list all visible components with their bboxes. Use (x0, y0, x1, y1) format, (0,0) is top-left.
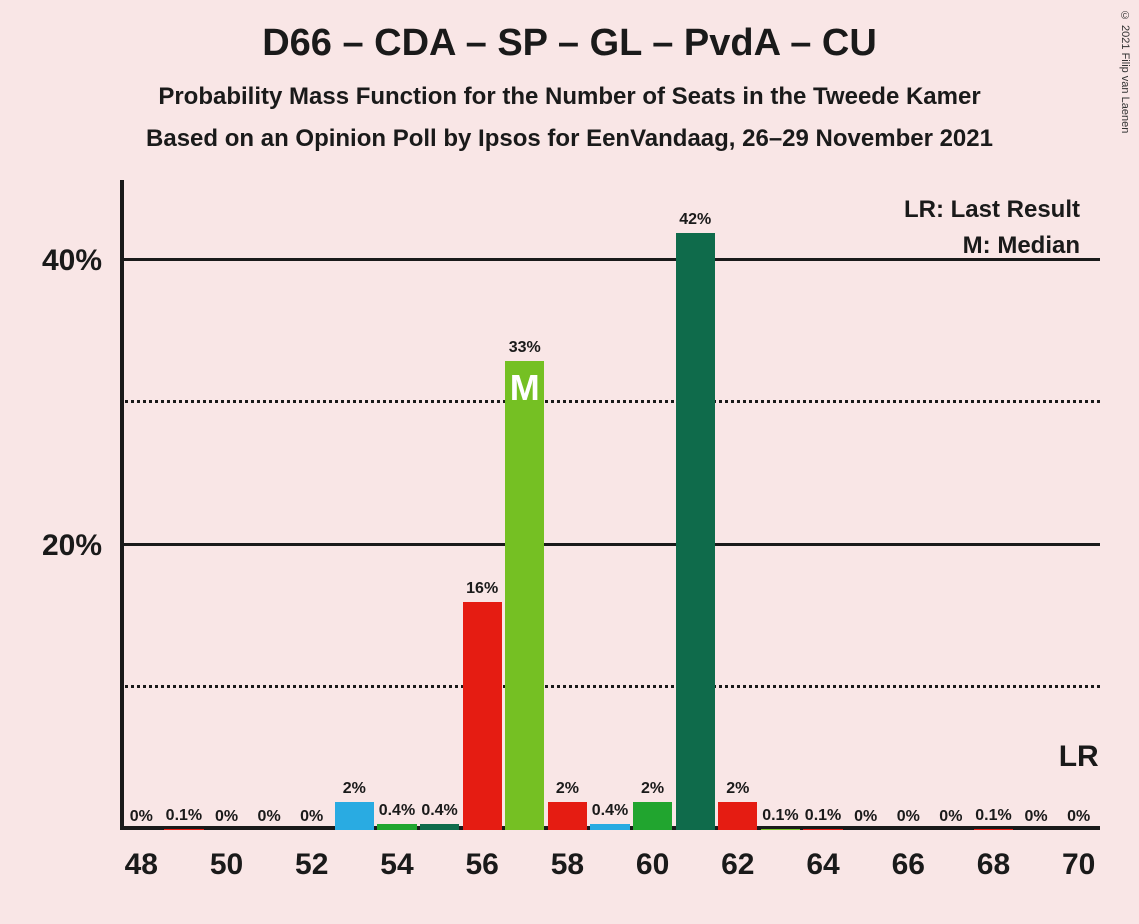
x-tick-label: 50 (210, 848, 243, 882)
bar-value-label: 0.4% (421, 802, 457, 820)
bar: 16% (463, 602, 502, 830)
bar-value-label: 0% (1067, 808, 1090, 826)
chart-plot-area: 20%40%4850525456586062646668700%0.1%0%0%… (120, 190, 1100, 830)
y-tick-label: 20% (42, 529, 102, 563)
legend-m: M: Median (963, 232, 1080, 260)
bar-value-label: 2% (641, 780, 664, 798)
x-tick-label: 52 (295, 848, 328, 882)
bar-value-label: 0% (258, 808, 281, 826)
gridline (120, 400, 1100, 403)
bar: 2% (718, 802, 757, 830)
bar-value-label: 0.4% (592, 802, 628, 820)
bar-value-label: 0.1% (166, 807, 202, 825)
bar-value-label: 42% (679, 211, 711, 229)
bar: 0.4% (590, 824, 629, 830)
bar-value-label: 0% (130, 808, 153, 826)
x-tick-label: 68 (977, 848, 1010, 882)
bar-value-label: 2% (343, 780, 366, 798)
gridline (120, 543, 1100, 546)
bar-value-label: 16% (466, 580, 498, 598)
y-axis-line (120, 180, 124, 830)
bar: 0.4% (377, 824, 416, 830)
bar-value-label: 0.1% (975, 807, 1011, 825)
bar-value-label: 0% (215, 808, 238, 826)
bar: 42% (676, 233, 715, 830)
bar: 2% (633, 802, 672, 830)
median-marker: M (510, 367, 540, 409)
gridline (120, 685, 1100, 688)
legend-lr: LR: Last Result (904, 196, 1080, 224)
bar-value-label: 0.1% (805, 807, 841, 825)
x-tick-label: 54 (380, 848, 413, 882)
bar-value-label: 0.4% (379, 802, 415, 820)
x-tick-label: 70 (1062, 848, 1095, 882)
bar-value-label: 33% (509, 339, 541, 357)
x-tick-label: 58 (551, 848, 584, 882)
bar: 0.1% (974, 829, 1013, 830)
chart-title: D66 – CDA – SP – GL – PvdA – CU (0, 0, 1139, 65)
lr-marker: LR (1059, 740, 1099, 774)
x-tick-label: 48 (125, 848, 158, 882)
chart-subtitle-1: Probability Mass Function for the Number… (0, 83, 1139, 111)
x-tick-label: 64 (806, 848, 839, 882)
x-tick-label: 60 (636, 848, 669, 882)
y-tick-label: 40% (42, 244, 102, 278)
bar-value-label: 0% (854, 808, 877, 826)
bar-value-label: 2% (556, 780, 579, 798)
bar: 33%M (505, 361, 544, 830)
chart-subtitle-2: Based on an Opinion Poll by Ipsos for Ee… (0, 125, 1139, 153)
x-tick-label: 66 (892, 848, 925, 882)
bar-value-label: 0% (939, 808, 962, 826)
bar-value-label: 0% (897, 808, 920, 826)
gridline (120, 258, 1100, 261)
bar: 2% (548, 802, 587, 830)
bar: 2% (335, 802, 374, 830)
x-tick-label: 62 (721, 848, 754, 882)
x-tick-label: 56 (465, 848, 498, 882)
bar: 0.1% (761, 829, 800, 830)
bar-value-label: 0% (1025, 808, 1048, 826)
bar: 0.1% (164, 829, 203, 830)
bar-value-label: 0.1% (762, 807, 798, 825)
bar-value-label: 0% (300, 808, 323, 826)
bar: 0.4% (420, 824, 459, 830)
copyright-text: © 2021 Filip van Laenen (1119, 10, 1131, 133)
bar-value-label: 2% (726, 780, 749, 798)
bar: 0.1% (803, 829, 842, 830)
